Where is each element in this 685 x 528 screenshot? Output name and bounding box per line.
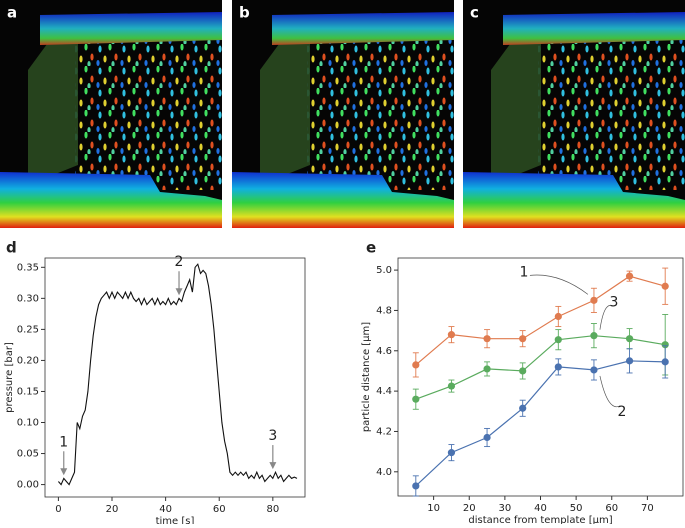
series-line [57,263,298,486]
x-tick-label: 20 [463,503,476,514]
y-tick-label: 4.2 [376,426,392,437]
data-point [447,449,456,457]
data-point [483,433,491,442]
x-axis-label: distance from template [µm] [468,515,612,524]
arrow-head [269,462,277,470]
data-point [554,312,562,321]
callout-line [599,375,621,408]
x-tick-label: 40 [534,503,547,514]
x-axis-label: time [s] [156,516,195,524]
data-point [554,336,562,344]
data-point [661,341,669,349]
annotation: 1 [59,434,68,450]
x-tick-label: 60 [605,503,618,514]
x-tick-label: 80 [266,504,279,515]
data-point [625,272,634,280]
data-point [483,335,491,343]
panel-label: d [6,239,17,257]
data-point [625,357,634,365]
data-point [554,363,562,371]
series-label: 1 [519,264,528,280]
x-tick-label: 20 [106,504,119,515]
data-point [661,358,669,366]
series-label: 2 [617,404,626,420]
y-tick-label: 0.20 [17,355,39,366]
micrograph [463,0,685,228]
series-line [415,335,666,400]
panel-label: e [366,239,376,257]
series-label: 3 [609,295,618,311]
panel-label: a [7,4,17,22]
callout-line [529,274,589,295]
x-tick-label: 50 [570,503,583,514]
y-tick-label: 0.15 [17,386,39,397]
y-tick-label: 4.0 [376,467,392,478]
y-tick-label: 4.4 [376,386,392,397]
panel-label: b [239,4,250,22]
plot-frame [44,257,306,498]
data-point [519,335,527,343]
data-point [590,332,598,340]
data-point [590,296,598,304]
y-tick-label: 0.30 [17,293,39,304]
data-point [519,404,527,412]
series-line [415,360,666,487]
data-point [625,335,634,343]
data-point [483,365,491,373]
y-tick-label: 0.05 [17,449,39,460]
x-tick-label: 60 [213,504,226,515]
x-tick-label: 30 [499,503,512,514]
series-line [415,275,666,366]
plot-frame [397,257,684,497]
y-tick-label: 0.25 [17,324,39,335]
callout-line [599,305,613,330]
y-axis-label: particle distance [µm] [361,322,372,432]
arrow-head [60,468,68,476]
data-point [412,395,420,403]
micrograph [0,0,222,228]
data-point [412,361,420,369]
y-tick-label: 5.0 [376,265,392,276]
data-point [447,382,456,390]
y-tick-label: 4.8 [376,305,392,316]
y-axis-label: pressure [bar] [4,342,15,413]
panel-label: c [470,4,479,22]
x-tick-label: 40 [159,504,172,515]
annotation: 2 [175,254,184,270]
data-point [412,482,420,490]
data-point [447,331,456,339]
y-tick-label: 0.10 [17,418,39,429]
y-tick-label: 0.35 [17,262,39,273]
annotation: 3 [268,428,277,444]
arrow-head [175,288,183,296]
y-tick-label: 4.6 [376,346,392,357]
data-point [661,282,669,290]
x-tick-label: 10 [427,503,440,514]
data-point [519,367,527,375]
micrograph [232,0,454,228]
x-tick-label: 70 [641,503,654,514]
y-tick-label: 0.00 [17,480,39,491]
x-tick-label: 0 [55,504,61,515]
data-point [590,366,598,374]
